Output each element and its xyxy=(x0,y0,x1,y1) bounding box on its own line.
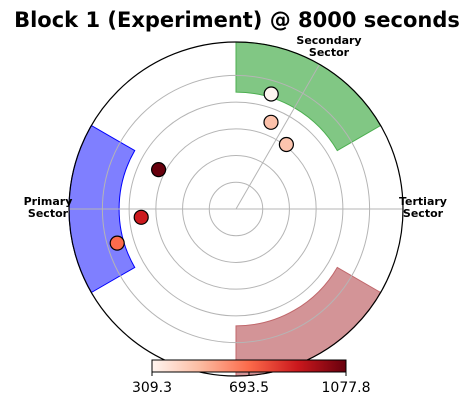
polar-outer-frame xyxy=(68,41,404,377)
colorbar-tick-label: 1077.8 xyxy=(322,380,371,396)
chart-title: Block 1 (Experiment) @ 8000 seconds xyxy=(14,8,460,32)
colorbar: 309.3 693.5 1077.8 xyxy=(132,359,371,396)
radial-grid xyxy=(69,64,403,344)
data-point xyxy=(151,162,167,178)
sector-label-primary-sector: Primary Sector xyxy=(24,195,73,220)
data-point xyxy=(278,136,294,153)
sector-labels: Secondary Sector Tertiary Sector Primary Sect… xyxy=(24,34,447,220)
sector-label-secondary-sector: Secondary Sector xyxy=(296,34,361,59)
colorbar-tick-label: 693.5 xyxy=(229,380,269,396)
data-point xyxy=(263,86,279,102)
grid-spoke-diagonal xyxy=(235,64,320,210)
data-point xyxy=(109,235,125,251)
sector-label-tertiary-sector: Tertiary Sector xyxy=(399,195,447,220)
colorbar-gradient xyxy=(151,359,347,373)
data-point xyxy=(133,209,149,225)
data-point xyxy=(263,114,279,130)
colorbar-tick-label: 309.3 xyxy=(132,380,172,396)
data-points xyxy=(109,86,294,251)
colorbar-ticks: 309.3 693.5 1077.8 xyxy=(132,372,371,396)
